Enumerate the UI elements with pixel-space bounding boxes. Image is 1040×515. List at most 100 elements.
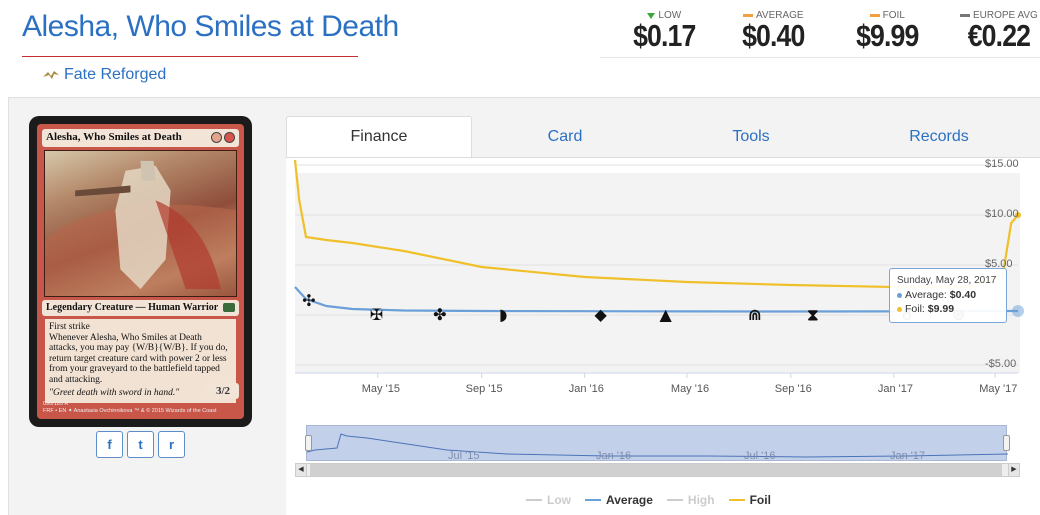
tooltip-date: Sunday, May 28, 2017 [897, 275, 997, 286]
price-label-text: LOW [658, 10, 682, 21]
price-value: $0.40 [742, 18, 805, 53]
x-tick-label: Jan '16 [568, 383, 604, 395]
price-label-text: AVERAGE [755, 10, 804, 21]
price-average: AVERAGE $0.40 [737, 10, 810, 51]
price-low: LOW $0.17 [628, 10, 701, 51]
price-label: AVERAGE [737, 10, 810, 21]
tab-bar: Finance Card Tools Records [286, 116, 1040, 157]
x-tick-label: Sep '15 [465, 383, 503, 395]
price-label: LOW [628, 10, 701, 21]
y-tick-label: $5.00 [985, 258, 1013, 270]
legend-label: High [687, 493, 715, 507]
down-arrow-icon [647, 12, 656, 19]
price-value: €0.22 [967, 18, 1031, 53]
set-release-icon[interactable]: ▲ [659, 305, 672, 324]
facebook-share-button[interactable]: f [96, 431, 123, 458]
legend-item-low[interactable]: Low [526, 493, 571, 507]
set-release-icon[interactable]: ✠ [369, 305, 384, 324]
series-marker-icon [742, 14, 753, 17]
x-tick-label: Jan '17 [877, 383, 913, 395]
navigator-series [307, 433, 1008, 458]
set-release-icon[interactable]: ◆ [594, 305, 607, 324]
price-label-text: EUROPE AVG [973, 10, 1038, 21]
y-tick-label: $10.00 [985, 208, 1019, 220]
foil-dot-icon [897, 306, 902, 312]
chart-navigator[interactable] [306, 425, 1008, 461]
price-foil: FOIL $9.99 [851, 10, 924, 51]
set-release-icon[interactable]: ✤ [433, 305, 447, 324]
legend-item-average[interactable]: Average [585, 493, 653, 507]
price-value: $0.17 [633, 18, 696, 53]
legend-label: Average [606, 493, 653, 507]
mana-symbol-icon [211, 132, 222, 143]
tab-tools[interactable]: Tools [732, 127, 770, 145]
scroll-right-arrow-icon[interactable]: ▶ [1008, 463, 1020, 477]
x-tick-label: May '15 [361, 383, 400, 395]
price-value: $9.99 [856, 18, 919, 53]
set-name: Fate Reforged [64, 66, 167, 83]
series-marker-icon [960, 14, 970, 17]
price-label: EUROPE AVG [960, 10, 1038, 21]
scrollbar-thumb[interactable] [310, 464, 1002, 476]
rules-line: Whenever Alesha, Who Smiles at Death att… [49, 332, 228, 385]
navigator-label: Jul '16 [744, 450, 776, 462]
set-symbol-icon [43, 71, 59, 79]
set-release-icon[interactable]: ⋒ [748, 305, 762, 324]
card-name: Alesha, Who Smiles at Death [42, 129, 239, 147]
series-marker-icon [869, 14, 880, 17]
tab-finance[interactable]: Finance [286, 116, 472, 157]
legend-item-foil[interactable]: Foil [728, 493, 771, 507]
y-tick-label: $15.00 [985, 158, 1019, 170]
legend-swatch-icon [666, 499, 683, 501]
x-tick-label: Sep '16 [774, 383, 812, 395]
collector-number: 090/185 R [43, 401, 69, 407]
reddit-icon: r [168, 437, 175, 452]
legend-swatch-icon [728, 499, 745, 501]
navigator-label: Jul '15 [448, 450, 480, 462]
y-tick-label: -$5.00 [985, 358, 1017, 370]
tooltip-average-label: Average: [905, 289, 947, 301]
card-image[interactable]: Alesha, Who Smiles at Death Legendary Cr… [29, 116, 252, 427]
tooltip-foil-value: $9.99 [927, 303, 955, 315]
legend-swatch-icon [585, 499, 601, 501]
navigator-left-handle[interactable] [305, 435, 312, 451]
card-name-text: Alesha, Who Smiles at Death [46, 131, 182, 143]
set-release-icon[interactable]: ⧗ [807, 305, 819, 324]
card-type-line: Legendary Creature — Human Warrior [42, 300, 239, 316]
set-release-icon[interactable]: ◗ [499, 305, 508, 324]
set-link[interactable]: Fate Reforged [42, 66, 166, 84]
header-divider [600, 57, 1040, 58]
reddit-share-button[interactable]: r [158, 431, 185, 458]
card-type-text: Legendary Creature — Human Warrior [46, 302, 219, 313]
x-tick-label: May '16 [670, 383, 710, 395]
legend-item-high[interactable]: High [666, 493, 715, 507]
legend-swatch-icon [526, 499, 542, 501]
scroll-left-arrow-icon[interactable]: ◀ [295, 463, 307, 477]
tooltip-foil: Foil: $9.99 [897, 302, 999, 316]
navigator-label: Jan '16 [596, 450, 632, 462]
legend-label: Low [547, 493, 571, 507]
card-frame: Alesha, Who Smiles at Death Legendary Cr… [37, 124, 244, 419]
card-art-illustration [45, 160, 236, 296]
card-rules-box: First strike Whenever Alesha, Who Smiles… [45, 319, 236, 403]
twitter-share-button[interactable]: t [127, 431, 154, 458]
tab-card[interactable]: Card [547, 127, 583, 145]
tooltip-average: Average: $0.40 [897, 288, 999, 302]
mana-cost [211, 132, 235, 143]
mana-symbol-icon [224, 132, 235, 143]
average-dot-icon [897, 292, 902, 298]
chart-tooltip: Sunday, May 28, 2017 Average: $0.40 Foil… [889, 268, 1007, 323]
price-label: FOIL [851, 10, 924, 21]
card-footer: 090/185 R FRF • EN ✦ Anastasia Ovchinnik… [43, 401, 238, 415]
title-underline [22, 56, 358, 57]
tooltip-foil-label: Foil: [905, 303, 925, 315]
set-release-icon[interactable]: ✣ [302, 291, 316, 310]
navigator-right-handle[interactable] [1003, 435, 1010, 451]
page-title: Alesha, Who Smiles at Death [22, 10, 399, 43]
rules-line: First strike [49, 322, 90, 332]
price-europe-avg: EUROPE AVG €0.22 [960, 10, 1038, 51]
tab-records[interactable]: Records [909, 127, 969, 145]
card-set-icon [223, 303, 235, 312]
twitter-icon: t [138, 437, 143, 452]
